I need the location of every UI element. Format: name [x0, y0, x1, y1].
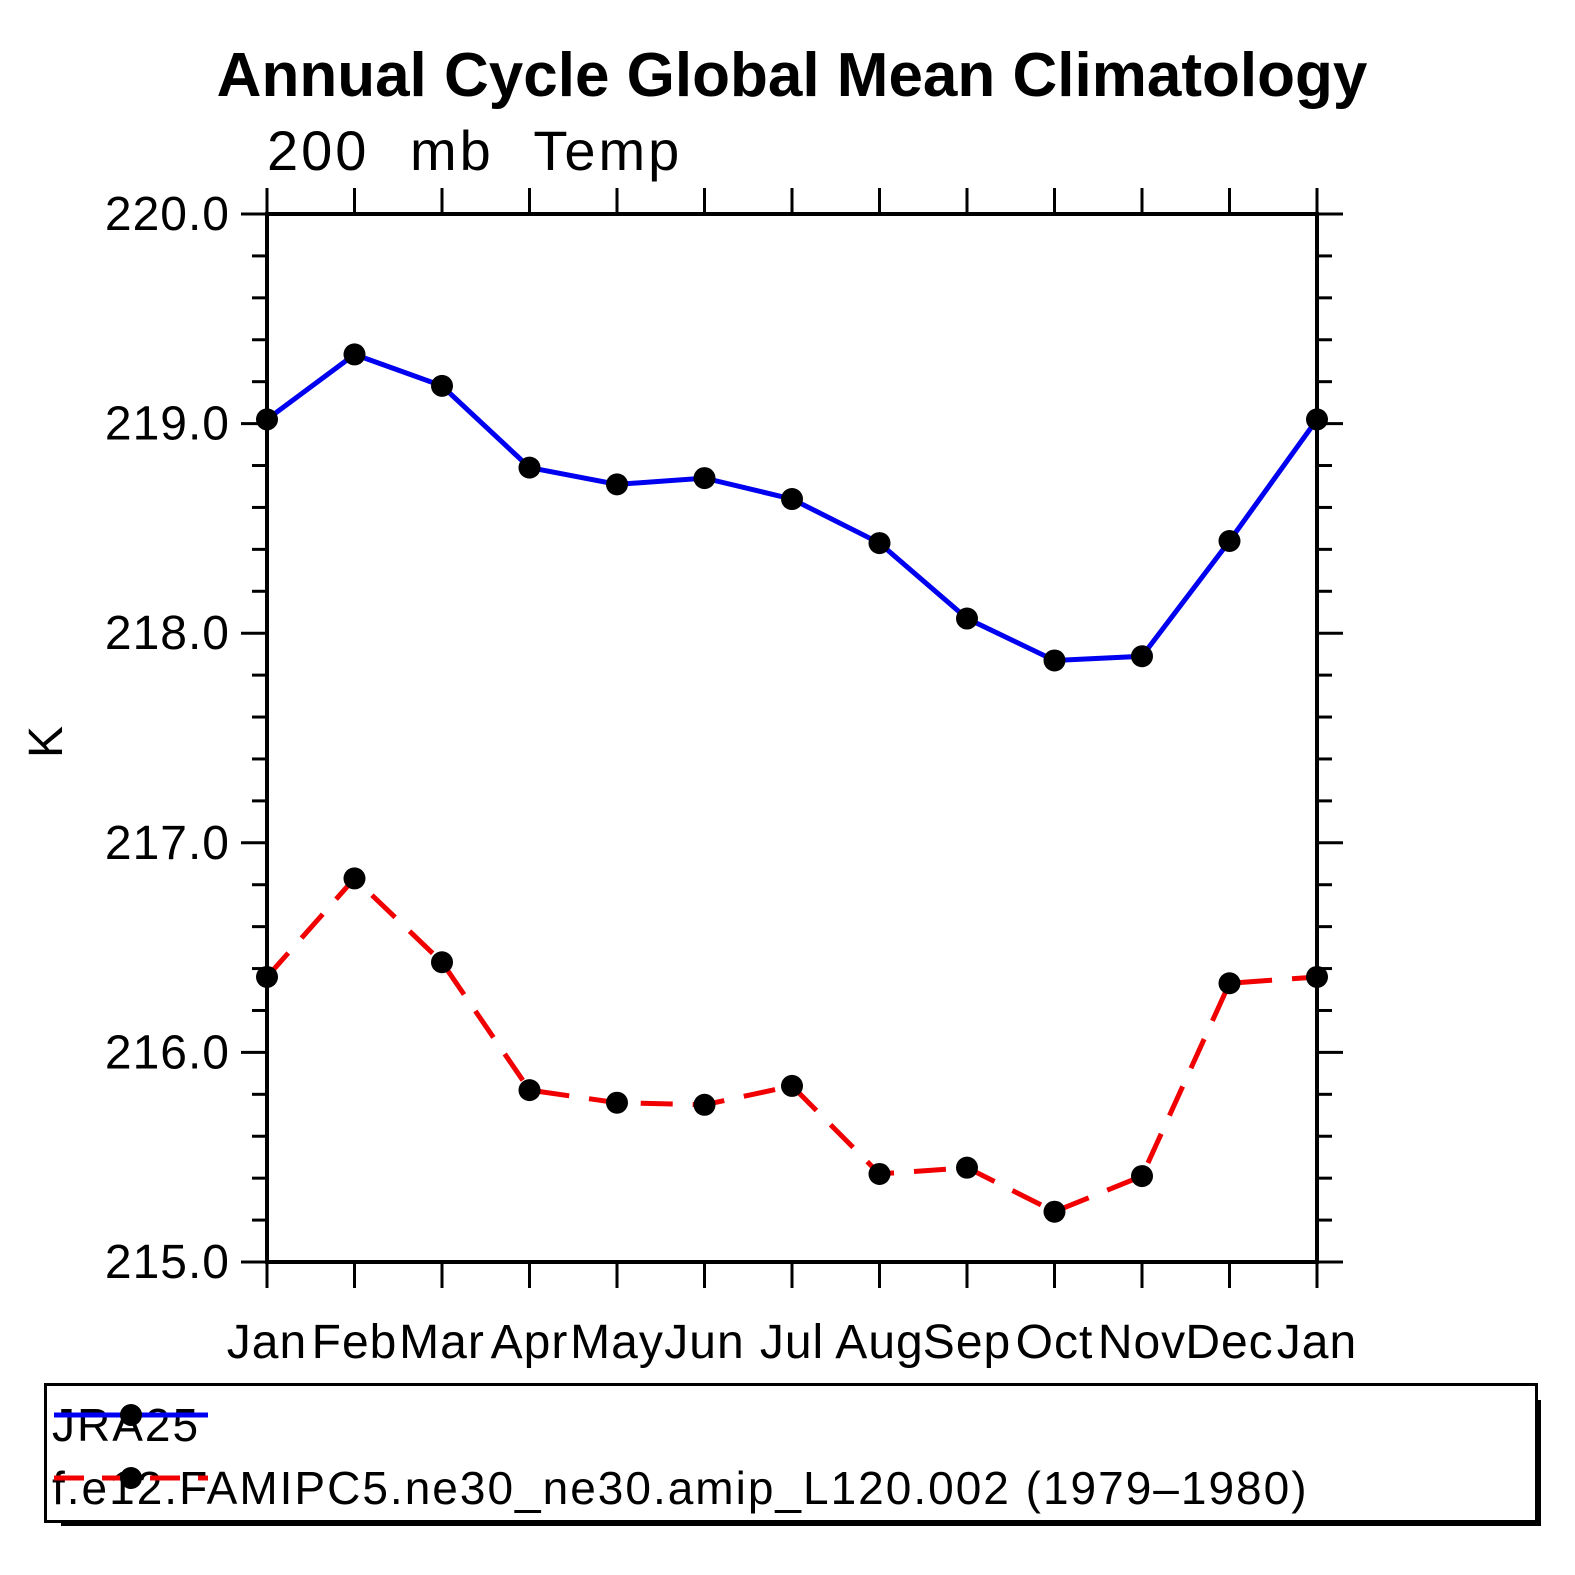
data-point-0-dec — [1218, 529, 1241, 552]
chart-title: Annual Cycle Global Mean Climatology — [216, 41, 1368, 110]
x-tick-label: May — [570, 1316, 664, 1369]
data-point-0-sep — [956, 607, 978, 630]
data-point-1-aug — [868, 1162, 891, 1185]
data-point-1-mar — [431, 951, 453, 974]
data-point-1-feb — [343, 867, 366, 890]
data-point-1-nov — [1131, 1165, 1153, 1188]
data-point-1-jun — [693, 1093, 716, 1116]
chart-subtitle: 200 mb Temp — [267, 119, 683, 182]
plot-frame — [265, 212, 1319, 1264]
series-line-1 — [265, 874, 1318, 1215]
data-point-0-jun — [693, 467, 716, 490]
data-point-1-jul — [781, 1074, 803, 1097]
x-tick-label: Apr — [491, 1316, 569, 1369]
x-tick-label: Jul — [760, 1316, 824, 1369]
data-point-1-dec — [1218, 972, 1241, 995]
data-point-1-may — [606, 1091, 628, 1114]
data-point-0-feb — [343, 343, 366, 366]
y-tick-label: 217.0 — [105, 817, 230, 870]
x-tick-label: Aug — [835, 1316, 923, 1369]
data-point-1-jan — [256, 965, 278, 988]
legend: JRA25 f.e12.FAMIPC5.ne30_ne30.amip_L120.… — [44, 1383, 1538, 1523]
data-point-0-aug — [868, 532, 891, 555]
legend-marker — [120, 1467, 142, 1489]
x-tick-label: Oct — [1016, 1316, 1094, 1369]
data-point-0-jul — [781, 488, 803, 511]
x-tick-label: Mar — [399, 1316, 485, 1369]
legend-line-sample-solid — [54, 1404, 208, 1426]
data-point-0-oct — [1043, 649, 1066, 672]
data-point-0-jan — [256, 408, 278, 431]
data-point-1-oct — [1043, 1200, 1066, 1223]
y-tick-label: 219.0 — [105, 398, 230, 451]
legend-marker — [120, 1404, 142, 1426]
data-point-1-jan — [1306, 965, 1328, 988]
legend-entry-jra25: JRA25 — [52, 1399, 208, 1451]
y-tick-label: 218.0 — [105, 607, 230, 660]
data-point-0-may — [606, 473, 628, 496]
x-tick-label: Feb — [312, 1316, 398, 1369]
x-tick-label: Sep — [923, 1316, 1011, 1369]
x-tick-label: Jan — [227, 1316, 307, 1369]
x-tick-label: Dec — [1185, 1316, 1273, 1369]
data-point-1-sep — [956, 1156, 978, 1179]
data-point-1-apr — [518, 1079, 541, 1102]
legend-entry-model: f.e12.FAMIPC5.ne30_ne30.amip_L120.002 (1… — [52, 1462, 1309, 1514]
y-tick-label: 220.0 — [105, 188, 230, 241]
legend-line-sample-dashed — [54, 1467, 208, 1489]
x-tick-label: Jan — [1277, 1316, 1357, 1369]
data-point-0-jan — [1306, 408, 1328, 431]
legend-label-model-run: f.e12.FAMIPC5.ne30_ne30.amip_L120.002 (1… — [52, 1462, 1309, 1514]
data-point-0-nov — [1131, 645, 1153, 668]
data-point-0-mar — [431, 374, 453, 397]
data-point-0-apr — [518, 456, 541, 479]
y-tick-label: 216.0 — [105, 1026, 230, 1079]
x-tick-label: Nov — [1098, 1316, 1186, 1369]
y-tick-label: 215.0 — [105, 1236, 230, 1289]
x-tick-label: Jun — [664, 1316, 744, 1369]
